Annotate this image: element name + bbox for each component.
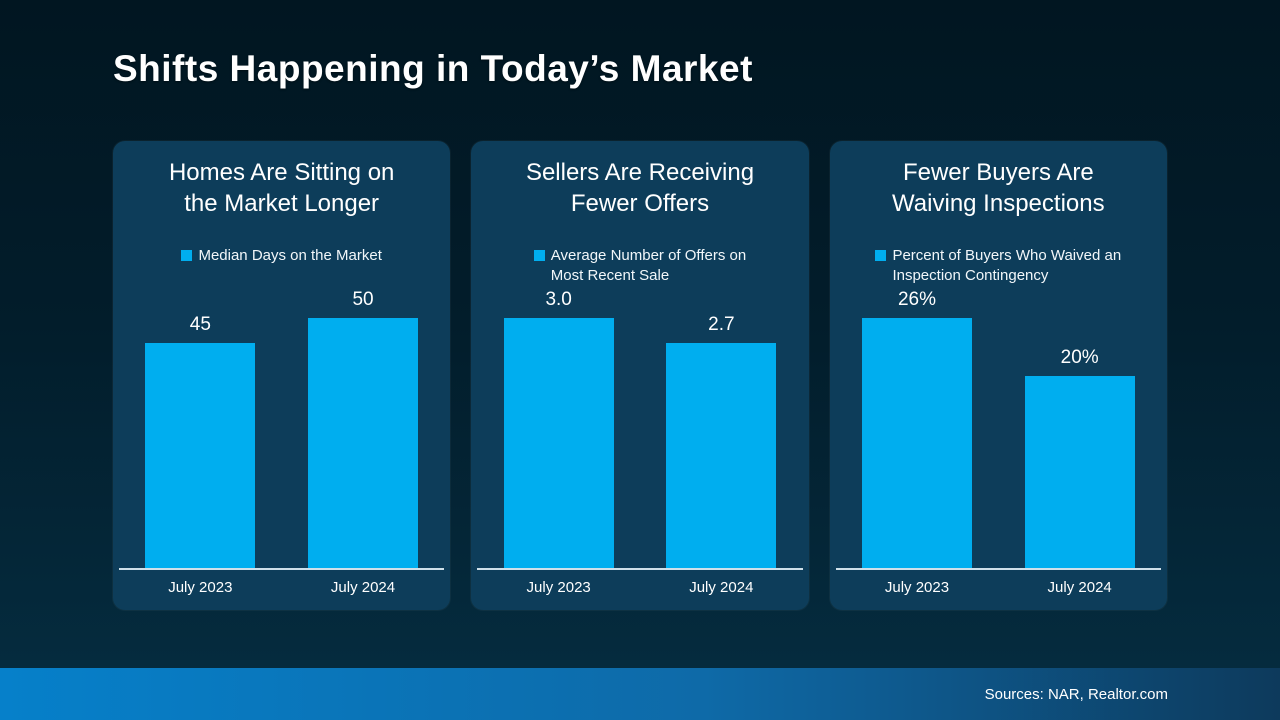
bar-value-label: 20% (1060, 347, 1099, 368)
bar-group: 3.0 (477, 289, 640, 568)
x-axis-label: July 2023 (884, 579, 950, 596)
card-waiving-inspections: Fewer Buyers Are Waiving Inspections Per… (829, 141, 1167, 610)
chart-legend: Average Number of Offers on Most Recent … (471, 246, 808, 286)
bar-group: 45 (119, 314, 282, 568)
x-axis-label: July 2024 (330, 579, 396, 596)
chart-plot: 3.0 2.7 (477, 289, 803, 570)
card-homes-sitting-longer: Homes Are Sitting on the Market Longer M… (113, 141, 451, 610)
chart-title: Sellers Are Receiving Fewer Offers (471, 157, 808, 219)
legend-swatch-icon (533, 250, 545, 261)
legend-line1: Percent of Buyers Who Waived an (892, 247, 1122, 264)
chart-title-line1: Fewer Buyers Are (902, 159, 1094, 186)
bar-value-label: 3.0 (545, 289, 572, 310)
footer-band: Sources: NAR, Realtor.com (0, 668, 1280, 720)
bar-value-label: 50 (352, 289, 374, 310)
x-axis-labels: July 2023 July 2024 (836, 570, 1161, 610)
x-axis-label: July 2023 (526, 579, 591, 596)
bar-group: 2.7 (640, 314, 803, 568)
legend-swatch-icon (875, 250, 887, 261)
sources-text: Sources: NAR, Realtor.com (984, 685, 1168, 703)
page-title: Shifts Happening in Today’s Market (113, 48, 753, 89)
chart-title-line2: Fewer Offers (570, 190, 710, 217)
bar-value-label: 45 (189, 314, 211, 335)
legend-line1: Average Number of Offers on (550, 247, 747, 264)
chart-title: Homes Are Sitting on the Market Longer (113, 157, 450, 219)
legend-swatch-icon (181, 250, 193, 261)
chart-title-line2: Waiving Inspections (892, 190, 1105, 217)
chart-plot: 26% 20% (835, 289, 1161, 570)
bar-value-label: 2.7 (708, 314, 735, 335)
card-fewer-offers: Sellers Are Receiving Fewer Offers Avera… (471, 141, 809, 610)
bar (503, 318, 614, 568)
x-axis-label: July 2024 (1047, 579, 1112, 596)
x-axis-labels: July 2023 July 2024 (477, 570, 802, 610)
chart-title: Fewer Buyers Are Waiving Inspections (830, 157, 1167, 219)
charts-row: Homes Are Sitting on the Market Longer M… (113, 141, 1167, 610)
bar (145, 343, 256, 568)
x-axis-label: July 2024 (689, 579, 754, 596)
chart-legend: Median Days on the Market (113, 246, 450, 286)
legend-label: Average Number of Offers on Most Recent … (551, 246, 746, 286)
bar (861, 318, 972, 568)
bar (1024, 376, 1135, 568)
bar-value-label: 26% (897, 289, 936, 310)
legend-label: Median Days on the Market (198, 246, 381, 286)
chart-title-line1: Homes Are Sitting on (168, 159, 395, 186)
legend-line2: Inspection Contingency (892, 267, 1049, 284)
chart-legend: Percent of Buyers Who Waived an Inspecti… (830, 246, 1167, 286)
bar-group: 20% (998, 347, 1161, 568)
chart-title-line1: Sellers Are Receiving (525, 159, 755, 186)
legend-line2: Most Recent Sale (550, 267, 670, 284)
legend-line1: Median Days on the Market (198, 247, 382, 264)
x-axis-labels: July 2023 July 2024 (119, 570, 444, 610)
bar-group: 26% (836, 289, 999, 568)
bar-group: 50 (282, 289, 445, 568)
chart-plot: 45 50 (119, 289, 445, 570)
bar (308, 318, 418, 568)
bar (666, 343, 777, 568)
chart-title-line2: the Market Longer (184, 190, 380, 217)
x-axis-label: July 2023 (168, 579, 233, 596)
legend-label: Percent of Buyers Who Waived an Inspecti… (892, 246, 1121, 286)
